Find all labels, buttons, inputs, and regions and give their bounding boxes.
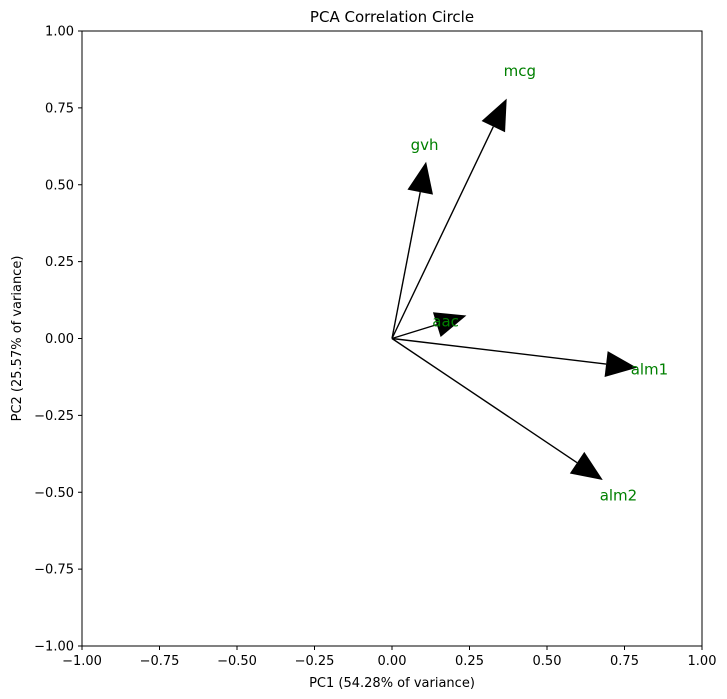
- chart-title: PCA Correlation Circle: [310, 8, 474, 26]
- y-tick-label: 1.00: [45, 25, 74, 40]
- vector-shaft: [391, 126, 494, 339]
- x-tick-label: −0.50: [217, 654, 257, 669]
- y-tick-label: 0.25: [45, 255, 74, 270]
- vector-gvh: gvh: [391, 136, 439, 339]
- y-tick-label: −1.00: [34, 640, 74, 655]
- y-tick-label: −0.50: [34, 486, 74, 501]
- x-tick-label: −0.25: [295, 654, 335, 669]
- y-axis-title: PC2 (25.57% of variance): [10, 256, 25, 422]
- y-tick-label: 0.00: [45, 332, 74, 347]
- x-axis-title: PC1 (54.28% of variance): [309, 676, 475, 691]
- vector-shaft: [391, 337, 578, 464]
- x-tick-label: 0.75: [610, 654, 639, 669]
- y-tick-label: 0.50: [45, 178, 74, 193]
- vector-aac: aac: [391, 312, 467, 340]
- vector-label: gvh: [411, 136, 439, 154]
- vector-shaft: [391, 337, 607, 365]
- vector-mcg: mcg: [391, 62, 536, 339]
- vector-alm1: alm1: [391, 337, 669, 378]
- vector-arrowhead: [481, 98, 507, 133]
- x-tick-label: 0.50: [533, 654, 562, 669]
- y-tick-label: 0.75: [45, 101, 74, 116]
- y-tick-label: −0.75: [34, 563, 74, 578]
- y-tick-label: −0.25: [34, 409, 74, 424]
- x-tick-label: −1.00: [62, 654, 102, 669]
- vector-label: alm2: [600, 486, 638, 504]
- vector-label: mcg: [504, 62, 536, 80]
- vector-label: alm1: [631, 360, 669, 378]
- x-tick-label: 0.25: [455, 654, 484, 669]
- vector-arrowhead: [432, 312, 467, 338]
- vector-arrowhead: [569, 451, 603, 480]
- vector-shaft: [391, 323, 437, 340]
- vector-alm2: alm2: [391, 337, 638, 504]
- loading-vectors: mcg gvh aac alm1 alm2: [391, 62, 669, 504]
- x-tick-label: 0.00: [378, 654, 407, 669]
- x-axis-ticks: −1.00 −0.75 −0.50 −0.25 0.00 0.25 0.50 0.75 1.00: [62, 646, 716, 669]
- vector-arrowhead: [407, 161, 433, 195]
- y-axis-ticks: 1.00 0.75 0.50 0.25 0.00 −0.25 −0.50 −0.75 −1.00: [34, 25, 82, 655]
- vector-shaft: [391, 191, 421, 339]
- x-tick-label: −0.75: [140, 654, 180, 669]
- x-tick-label: 1.00: [688, 654, 717, 669]
- vector-label: aac: [432, 313, 459, 331]
- vector-arrowhead: [604, 351, 637, 377]
